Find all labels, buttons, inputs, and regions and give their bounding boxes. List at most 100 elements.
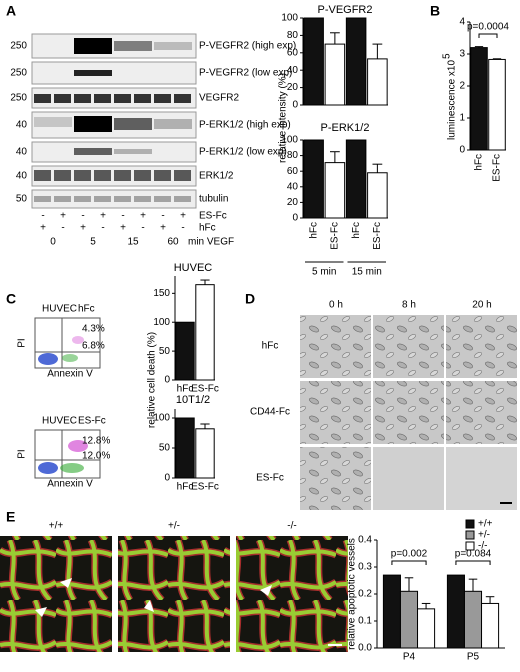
genotype-label: +/-	[168, 521, 180, 532]
flow-x-label: Annexin V	[47, 479, 93, 490]
time-label: 0	[50, 237, 56, 248]
sign: +	[140, 211, 146, 222]
p-value: p=0.002	[391, 549, 428, 560]
mw-label: 250	[10, 41, 27, 52]
sign: -	[41, 211, 44, 222]
y-tick-label: 0.4	[358, 535, 372, 546]
sign: +	[60, 211, 66, 222]
treatment-label: hFc	[199, 223, 216, 234]
sign: +	[100, 211, 106, 222]
y-tick-label: 100	[153, 413, 170, 424]
retina-images	[0, 536, 348, 652]
sign: -	[161, 211, 164, 222]
x-tick-label: ES-Fc	[330, 222, 341, 250]
flow-y-label: PI	[17, 449, 28, 458]
y-tick-label: 60	[287, 47, 299, 58]
sign: -	[141, 223, 144, 234]
y-tick-label: 0	[292, 100, 298, 111]
blot-row-label: P-ERK1/2 (high exp)	[199, 120, 291, 131]
sign: -	[61, 223, 64, 234]
bar	[324, 43, 346, 106]
time-column: 8 h	[402, 300, 416, 311]
y-tick-label: 1	[459, 113, 465, 124]
bar	[470, 47, 488, 151]
flow-plots	[34, 317, 101, 479]
sign: +	[80, 223, 86, 234]
y-tick-label: 60	[287, 166, 299, 177]
time-label: 60	[167, 237, 179, 248]
y-axis-exponent: 5	[442, 53, 453, 59]
chart-title: HUVEC	[174, 262, 213, 274]
significance-bracket	[391, 560, 427, 565]
group-label: 15 min	[352, 267, 382, 278]
bar	[463, 590, 483, 649]
mw-label: 40	[16, 147, 28, 158]
sign: -	[121, 211, 124, 222]
legend-label: +/-	[478, 530, 490, 541]
p-value: p=0.0004	[467, 22, 509, 33]
panel-letter: A	[6, 3, 16, 19]
bar	[446, 574, 465, 649]
y-tick-label: 0.0	[358, 643, 372, 654]
bar	[175, 417, 195, 479]
p-value: p=0.084	[455, 549, 492, 560]
x-tick-label: ES-Fc	[372, 222, 383, 250]
y-tick-label: 0.3	[358, 562, 372, 573]
y-axis-label: relative cell death (%)	[147, 332, 158, 428]
time-column: 20 h	[472, 300, 491, 311]
sign: +	[160, 223, 166, 234]
bar	[345, 17, 367, 106]
y-axis-label: relative apoptotic vessels	[347, 538, 358, 650]
blot-row-label: tubulin	[199, 194, 228, 205]
time-column: 0 h	[329, 300, 343, 311]
legend-swatch	[465, 530, 475, 540]
x-tick-label: P5	[467, 652, 480, 663]
mw-label: 250	[10, 68, 27, 79]
bar	[303, 17, 324, 106]
sign: +	[40, 223, 46, 234]
quadrant-pct: 12.0%	[82, 451, 110, 462]
y-axis-label: luminescence x10	[447, 60, 458, 140]
panel-letter: C	[6, 291, 16, 307]
bar	[345, 139, 367, 219]
x-tick-label: hFc	[474, 154, 485, 171]
y-tick-label: 0	[292, 213, 298, 224]
sign: +	[120, 223, 126, 234]
bar	[195, 428, 215, 479]
y-tick-label: 2	[459, 81, 465, 92]
sign: -	[101, 223, 104, 234]
micrographs	[300, 315, 517, 510]
treatment-label: ES-Fc	[199, 211, 227, 222]
panel-letter: D	[245, 291, 255, 307]
quadrant-pct: 12.8%	[82, 436, 110, 447]
bar	[488, 58, 506, 151]
chart-title: P-ERK1/2	[321, 122, 370, 134]
sign: -	[181, 223, 184, 234]
bar	[303, 139, 324, 219]
x-tick-label: hFc	[177, 384, 194, 395]
bar	[324, 162, 346, 219]
bar	[195, 284, 215, 381]
blot-row-label: P-VEGFR2 (low exp)	[199, 68, 292, 79]
x-tick-label: hFc	[177, 482, 194, 493]
legend-swatch	[465, 541, 475, 551]
quadrant-pct: 4.3%	[82, 324, 105, 335]
y-tick-label: 150	[153, 288, 170, 299]
flow-y-label: PI	[17, 338, 28, 347]
mw-label: 40	[16, 120, 28, 131]
treatment-row: hFc	[262, 341, 279, 352]
flow-treatment: ES-Fc	[78, 416, 106, 427]
y-tick-label: 0.1	[358, 616, 372, 627]
bar	[417, 608, 436, 649]
flow-x-label: Annexin V	[47, 369, 93, 380]
quadrant-pct: 6.8%	[82, 341, 105, 352]
panel-letter: B	[430, 3, 440, 19]
mw-label: 50	[16, 194, 28, 205]
x-tick-label: ES-Fc	[191, 482, 219, 493]
flow-cell: HUVEC	[42, 304, 77, 315]
bar	[399, 590, 419, 649]
time-label: 5	[90, 237, 96, 248]
bar	[382, 574, 401, 649]
panel-letter: E	[6, 509, 15, 525]
legend-swatch	[465, 519, 475, 529]
